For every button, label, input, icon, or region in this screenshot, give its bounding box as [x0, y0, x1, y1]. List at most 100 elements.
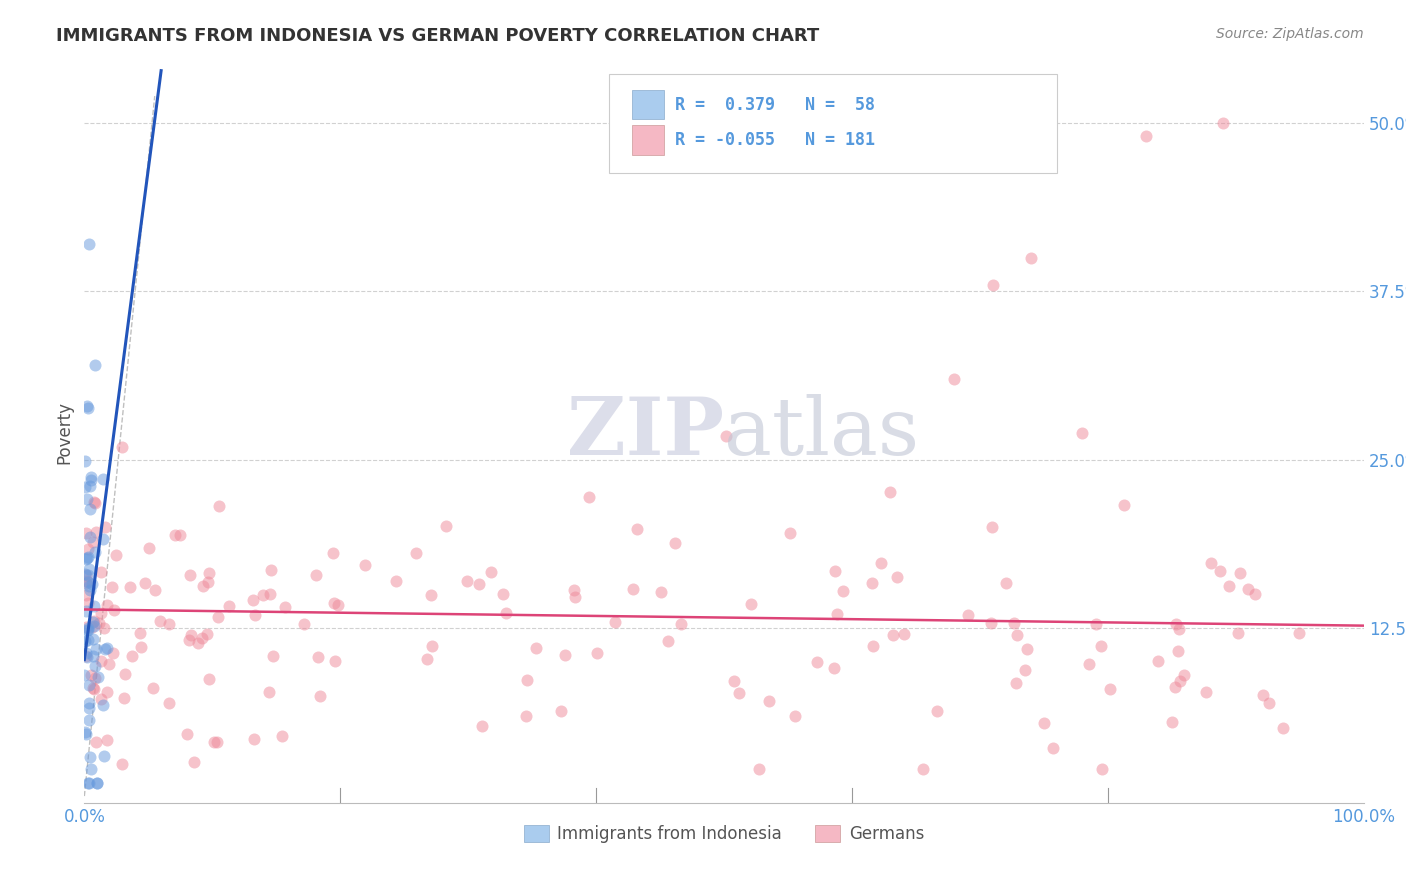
Point — [879, 484, 901, 499]
Point — [526, 640, 548, 655]
Point — [779, 526, 801, 541]
Point — [270, 729, 292, 743]
Point — [305, 567, 328, 582]
Point — [73, 667, 96, 681]
Point — [111, 440, 134, 454]
Point — [1229, 566, 1251, 580]
Point — [83, 599, 105, 614]
Point — [76, 623, 98, 637]
Point — [603, 615, 626, 630]
Point — [1033, 716, 1056, 731]
Point — [550, 705, 572, 719]
Point — [1005, 628, 1028, 642]
Point — [911, 762, 934, 776]
Point — [1112, 498, 1135, 512]
Point — [87, 616, 110, 631]
Point — [468, 576, 491, 591]
Point — [75, 646, 97, 660]
Point — [77, 237, 100, 252]
Point — [1271, 722, 1294, 736]
Point — [980, 616, 1002, 631]
Point — [824, 564, 846, 578]
Point — [91, 472, 114, 486]
Point — [434, 519, 457, 533]
Point — [82, 648, 104, 663]
Point — [416, 651, 439, 665]
Point — [495, 607, 517, 621]
Point — [202, 735, 225, 749]
Point — [84, 735, 107, 749]
Point — [419, 588, 441, 602]
Point — [252, 588, 274, 602]
Point — [157, 696, 180, 710]
Point — [943, 372, 966, 386]
Point — [657, 633, 679, 648]
Point — [198, 566, 221, 581]
Point — [516, 673, 538, 687]
Point — [259, 587, 281, 601]
Point — [157, 617, 180, 632]
Point — [129, 626, 152, 640]
Point — [80, 577, 103, 591]
Point — [75, 588, 97, 602]
Text: atlas: atlas — [724, 393, 920, 472]
Point — [832, 584, 855, 599]
Point — [191, 631, 214, 645]
Point — [585, 646, 607, 660]
Point — [669, 616, 692, 631]
Point — [623, 582, 645, 596]
Point — [886, 570, 908, 584]
Point — [957, 608, 980, 623]
Point — [77, 775, 100, 789]
Point — [515, 709, 537, 723]
Point — [80, 620, 103, 634]
Point — [1199, 557, 1222, 571]
Point — [1258, 696, 1281, 710]
Point — [86, 775, 108, 789]
Point — [83, 672, 105, 686]
Point — [309, 690, 332, 704]
Point — [491, 587, 513, 601]
Point — [87, 670, 110, 684]
Point — [77, 579, 100, 593]
Point — [103, 603, 125, 617]
Point — [257, 685, 280, 699]
Point — [1244, 587, 1267, 601]
Point — [75, 576, 97, 591]
Point — [1164, 616, 1187, 631]
Point — [197, 574, 219, 589]
Point — [83, 681, 105, 696]
Point — [1195, 685, 1218, 699]
Point — [179, 567, 201, 582]
Text: ZIP: ZIP — [567, 393, 724, 472]
Point — [143, 582, 166, 597]
Point — [322, 546, 344, 560]
Point — [193, 579, 215, 593]
Point — [75, 620, 97, 634]
Point — [86, 775, 108, 789]
Point — [112, 690, 135, 705]
Point — [77, 696, 100, 710]
Point — [90, 565, 112, 579]
Point — [96, 640, 118, 655]
Point — [82, 681, 104, 695]
Point — [470, 719, 492, 733]
Point — [353, 558, 375, 572]
Point — [183, 755, 205, 769]
Point — [728, 686, 751, 700]
Point — [981, 520, 1004, 534]
Point — [82, 632, 104, 647]
Point — [84, 642, 107, 657]
Point — [862, 639, 884, 653]
Point — [806, 655, 828, 669]
Point — [650, 585, 672, 599]
Point — [77, 621, 100, 635]
Point — [94, 520, 117, 534]
Point — [1173, 668, 1195, 682]
Point — [169, 528, 191, 542]
Point — [882, 628, 904, 642]
Legend: Immigrants from Indonesia, Germans: Immigrants from Indonesia, Germans — [517, 819, 931, 850]
Point — [79, 478, 101, 492]
Point — [1253, 688, 1275, 702]
Point — [785, 709, 807, 723]
